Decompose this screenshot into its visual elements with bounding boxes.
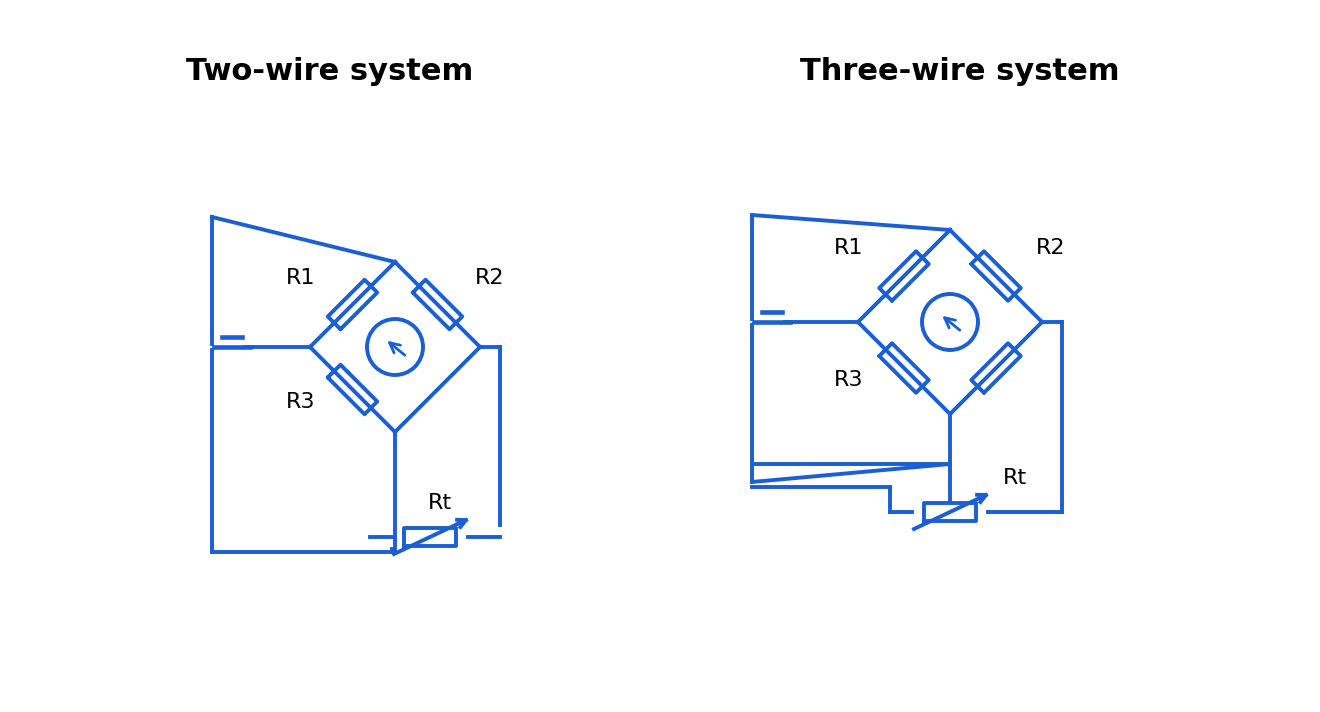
- Text: Three-wire system: Three-wire system: [800, 58, 1119, 86]
- Text: R3: R3: [285, 392, 315, 412]
- Text: R2: R2: [1036, 238, 1065, 258]
- Text: R3: R3: [834, 370, 863, 390]
- Text: Rt: Rt: [428, 493, 451, 513]
- Text: R1: R1: [834, 238, 863, 258]
- Text: Two-wire system: Two-wire system: [186, 58, 474, 86]
- Text: Rt: Rt: [1003, 468, 1027, 488]
- Text: R2: R2: [475, 268, 504, 288]
- Text: R1: R1: [285, 268, 315, 288]
